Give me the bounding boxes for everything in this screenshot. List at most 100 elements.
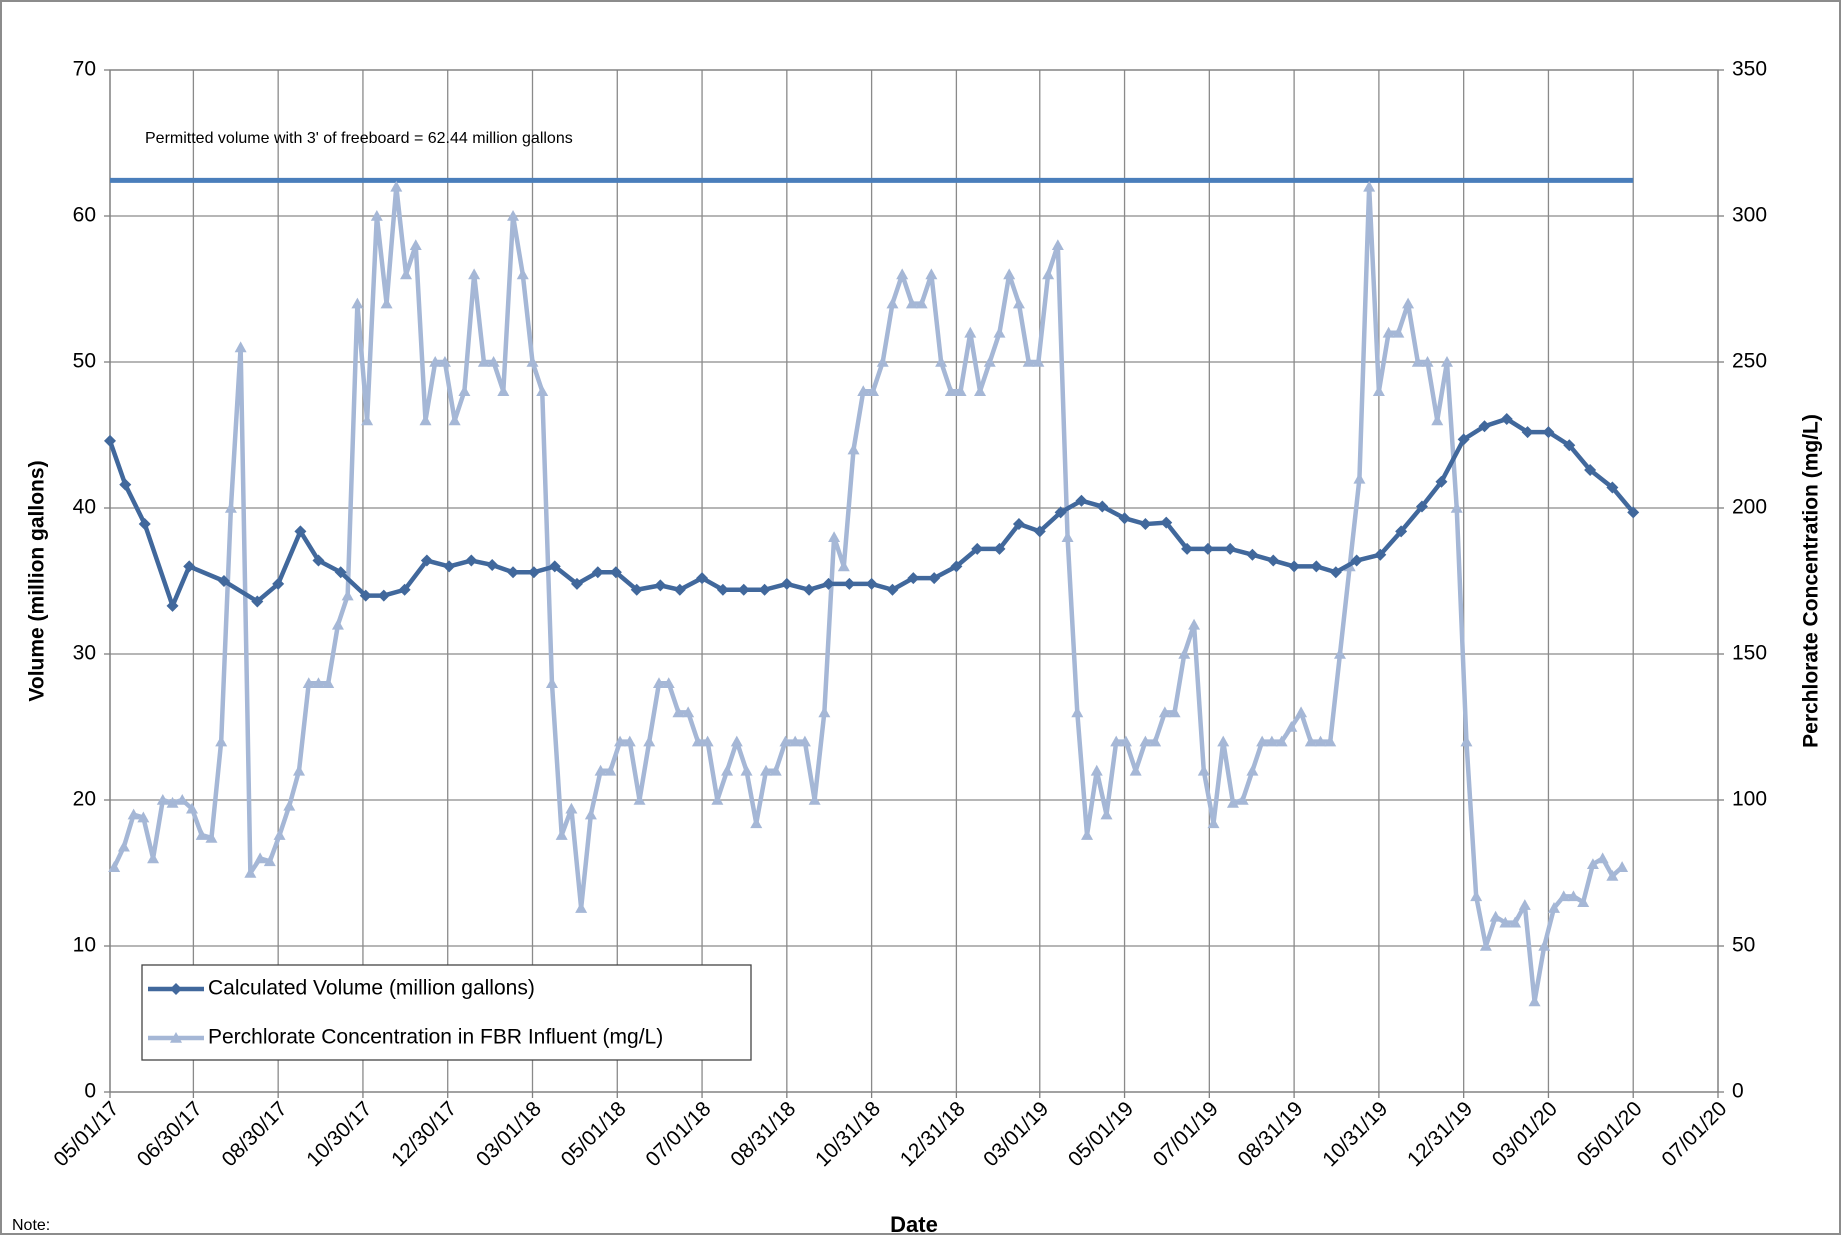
data-point bbox=[1054, 506, 1067, 519]
data-point bbox=[516, 268, 529, 280]
data-point bbox=[769, 764, 782, 776]
data-point bbox=[1178, 648, 1191, 659]
data-point bbox=[1061, 531, 1074, 542]
data-point bbox=[1372, 385, 1385, 396]
data-point bbox=[1149, 735, 1162, 747]
data-point bbox=[803, 583, 816, 596]
data-point bbox=[1275, 735, 1288, 747]
data-point bbox=[750, 817, 763, 829]
data-point bbox=[458, 385, 471, 396]
data-point bbox=[643, 735, 656, 747]
y2-tick-label: 50 bbox=[1732, 934, 1755, 957]
data-point bbox=[293, 764, 306, 776]
data-point bbox=[1246, 764, 1259, 776]
data-point bbox=[1333, 648, 1346, 659]
data-point bbox=[1217, 735, 1230, 747]
data-point bbox=[1627, 506, 1640, 519]
data-point bbox=[1509, 916, 1522, 928]
data-point bbox=[166, 796, 179, 808]
data-point bbox=[465, 554, 478, 567]
data-point bbox=[915, 297, 928, 309]
data-point bbox=[993, 542, 1006, 555]
data-point bbox=[935, 356, 948, 367]
data-point bbox=[954, 385, 967, 396]
data-point bbox=[1096, 500, 1109, 513]
data-point bbox=[730, 735, 743, 747]
data-point bbox=[1353, 472, 1366, 484]
data-point bbox=[1265, 735, 1278, 747]
data-point bbox=[507, 566, 520, 579]
data-point bbox=[548, 560, 561, 573]
data-point bbox=[487, 356, 500, 367]
data-point bbox=[104, 434, 116, 447]
data-point bbox=[944, 385, 957, 396]
data-point bbox=[108, 861, 121, 872]
data-point bbox=[448, 414, 461, 426]
data-point bbox=[1324, 735, 1337, 747]
data-point bbox=[1450, 502, 1463, 513]
data-point bbox=[1479, 940, 1492, 951]
data-point bbox=[1110, 735, 1123, 747]
data-point bbox=[312, 554, 325, 567]
data-point bbox=[1577, 896, 1590, 907]
data-point bbox=[331, 618, 344, 630]
legend-marker bbox=[170, 983, 182, 995]
data-point bbox=[1499, 916, 1512, 928]
data-point bbox=[1256, 735, 1269, 747]
data-point bbox=[818, 706, 831, 718]
data-point bbox=[438, 356, 451, 367]
data-point bbox=[1003, 268, 1016, 280]
data-point bbox=[594, 764, 607, 776]
data-point bbox=[779, 735, 792, 747]
data-point bbox=[420, 554, 433, 567]
data-point bbox=[215, 735, 228, 747]
y-tick-label: 0 bbox=[84, 1080, 96, 1103]
data-point bbox=[377, 589, 390, 602]
data-point bbox=[609, 566, 622, 579]
data-point bbox=[740, 764, 753, 776]
plot-frame bbox=[109, 69, 1719, 1093]
data-point bbox=[1288, 560, 1301, 573]
data-point bbox=[1285, 721, 1298, 732]
data-point bbox=[351, 297, 364, 309]
data-point bbox=[1314, 735, 1327, 747]
data-point bbox=[857, 385, 870, 396]
legend-label: Perchlorate Concentration in FBR Influen… bbox=[208, 1026, 663, 1049]
data-point bbox=[654, 579, 667, 592]
data-point bbox=[398, 583, 411, 596]
data-point bbox=[322, 677, 335, 688]
data-point bbox=[1548, 902, 1561, 913]
data-point bbox=[409, 239, 422, 250]
data-point bbox=[682, 706, 695, 718]
data-point bbox=[1158, 706, 1171, 718]
data-point bbox=[570, 577, 583, 590]
data-point bbox=[1012, 518, 1025, 531]
data-point bbox=[1489, 910, 1502, 922]
data-point bbox=[429, 356, 442, 367]
data-point bbox=[1160, 516, 1173, 529]
data-point bbox=[1226, 796, 1239, 808]
data-point bbox=[507, 210, 520, 221]
data-point bbox=[185, 802, 198, 814]
data-point bbox=[137, 811, 150, 823]
data-point bbox=[1500, 412, 1513, 425]
data-point bbox=[1090, 764, 1103, 776]
data-point bbox=[1616, 861, 1629, 872]
data-point bbox=[341, 589, 354, 601]
data-point bbox=[1374, 548, 1387, 561]
data-point bbox=[1395, 525, 1408, 538]
data-point bbox=[1295, 706, 1308, 718]
data-point bbox=[1267, 554, 1280, 567]
data-point bbox=[1236, 794, 1249, 805]
data-point bbox=[1470, 890, 1483, 902]
data-point bbox=[1521, 426, 1534, 439]
data-point bbox=[630, 583, 643, 596]
data-point bbox=[156, 794, 169, 805]
y2-tick-label: 350 bbox=[1732, 58, 1767, 81]
data-point bbox=[419, 414, 432, 426]
data-point bbox=[497, 385, 510, 396]
data-point bbox=[1457, 433, 1470, 446]
data-point bbox=[672, 706, 685, 718]
